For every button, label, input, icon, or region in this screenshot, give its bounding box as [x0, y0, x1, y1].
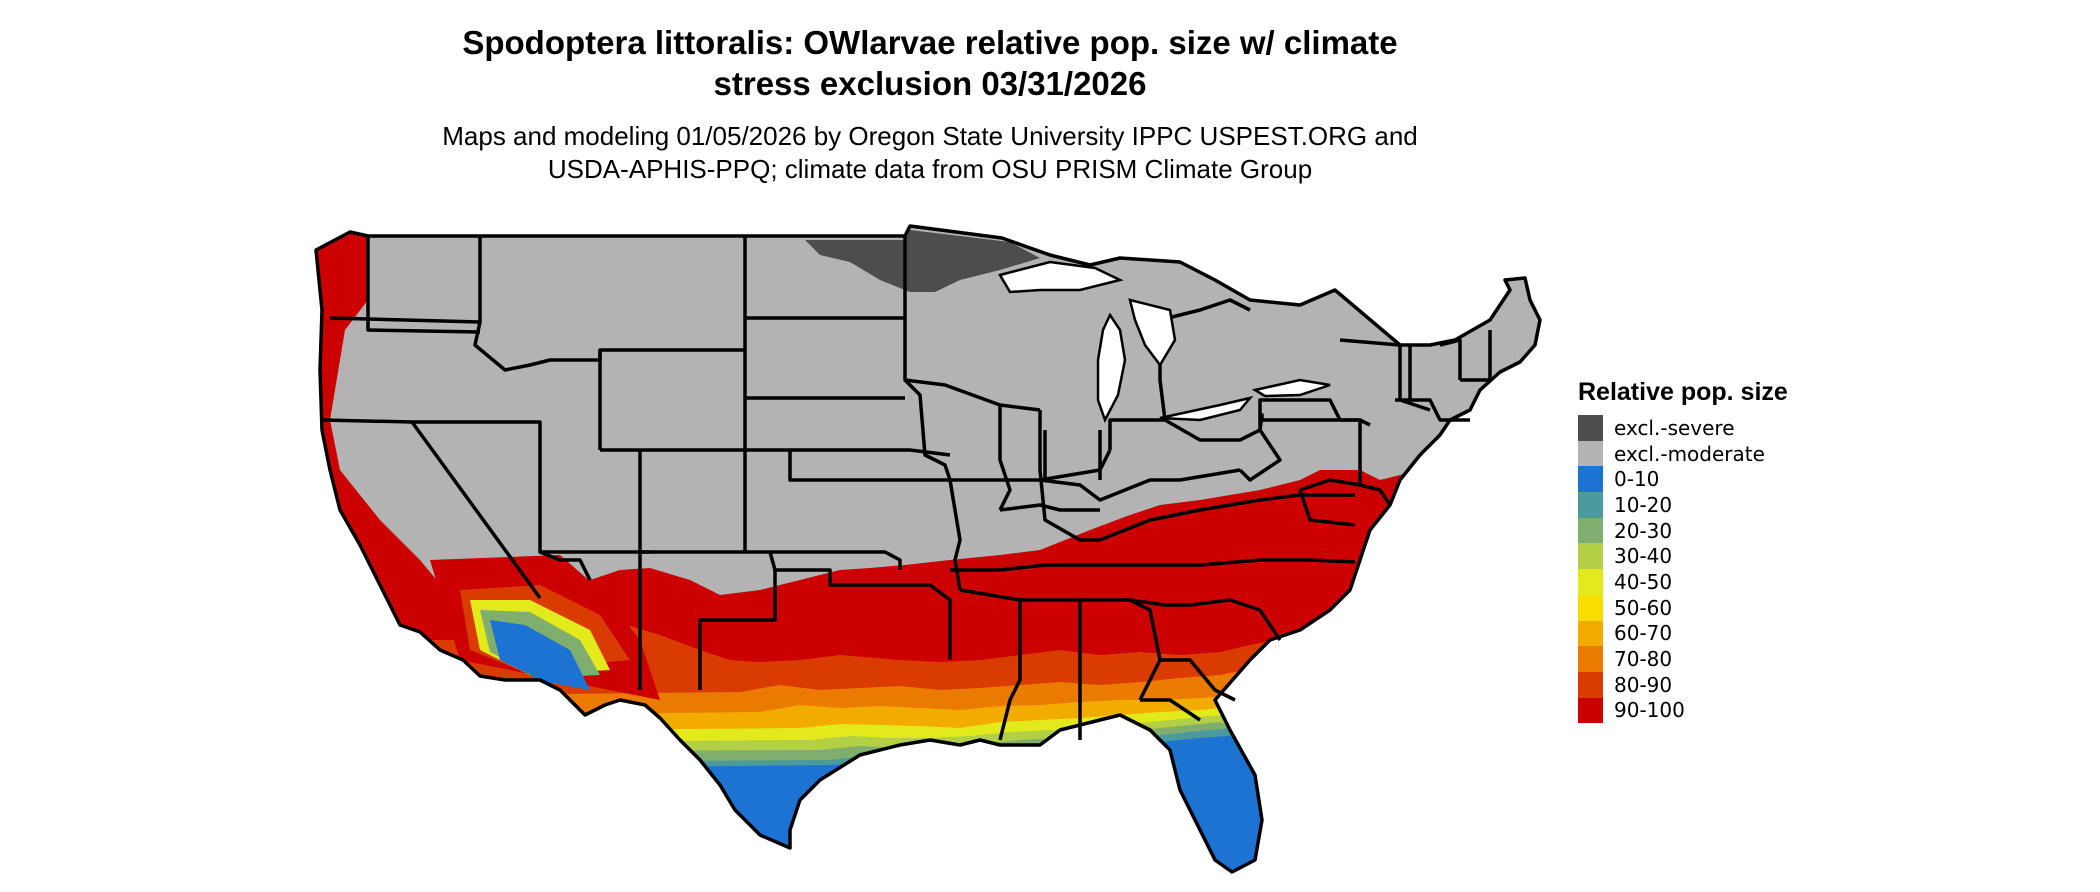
legend-item: 30-40 — [1578, 543, 1788, 570]
legend-item: excl.-moderate — [1578, 440, 1788, 467]
legend-label: 80-90 — [1614, 672, 1673, 697]
legend-title: Relative pop. size — [1578, 378, 1788, 406]
lake-ontario — [1251, 378, 1331, 398]
legend-item: 90-100 — [1578, 697, 1788, 724]
legend-label: 60-70 — [1614, 621, 1673, 646]
lake-michigan — [1096, 312, 1127, 424]
map-title-line-1: Spodoptera littoralis: OWlarvae relative… — [462, 24, 1398, 61]
map-title-line-2: stress exclusion 03/31/2026 — [713, 65, 1147, 102]
map-subtitle-line-1: Maps and modeling 01/05/2026 by Oregon S… — [442, 121, 1418, 151]
legend-swatch — [1578, 543, 1603, 570]
legend: Relative pop. size excl.-severe excl.-mod… — [1578, 378, 1788, 724]
legend-label: 0-10 — [1614, 467, 1660, 492]
legend-swatch — [1578, 517, 1603, 544]
legend-item: excl.-severe — [1578, 415, 1788, 441]
region-sw-0-10 — [490, 620, 590, 690]
legend-swatch — [1578, 620, 1603, 647]
legend-item: 10-20 — [1578, 492, 1788, 518]
legend-item: 0-10 — [1578, 466, 1788, 493]
legend-swatch — [1578, 492, 1603, 518]
legend-label: 30-40 — [1614, 544, 1673, 569]
great-lakes — [998, 260, 1331, 424]
legend-label: excl.-moderate — [1614, 441, 1765, 466]
legend-swatch — [1578, 671, 1603, 698]
legend-label: 50-60 — [1614, 595, 1673, 620]
legend-swatch — [1578, 646, 1603, 672]
legend-swatch — [1578, 697, 1603, 724]
lake-huron — [1128, 298, 1177, 368]
lake-erie — [1159, 395, 1254, 422]
state-borders — [314, 224, 1542, 874]
legend-items: excl.-severe excl.-moderate 0-10 10-20 20-30… — [1578, 415, 1788, 724]
legend-label: excl.-severe — [1614, 415, 1735, 440]
legend-label: 90-100 — [1614, 698, 1685, 723]
region-excl-severe — [805, 230, 1040, 292]
legend-item: 60-70 — [1578, 620, 1788, 647]
legend-swatch — [1578, 569, 1603, 595]
legend-swatch — [1578, 440, 1603, 467]
map-title: Spodoptera littoralis: OWlarvae relative… — [330, 22, 1530, 104]
legend-label: 10-20 — [1614, 492, 1673, 517]
legend-label: 20-30 — [1614, 518, 1673, 543]
legend-item: 80-90 — [1578, 671, 1788, 698]
legend-label: 70-80 — [1614, 647, 1673, 672]
legend-item: 50-60 — [1578, 594, 1788, 621]
legend-label: 40-50 — [1614, 569, 1673, 594]
legend-item: 70-80 — [1578, 646, 1788, 672]
legend-swatch — [1578, 594, 1603, 621]
map-subtitle-line-2: USDA-APHIS-PPQ; climate data from OSU PR… — [547, 154, 1313, 184]
legend-swatch — [1578, 466, 1603, 493]
legend-item: 20-30 — [1578, 517, 1788, 544]
legend-swatch — [1578, 415, 1603, 441]
legend-item: 40-50 — [1578, 569, 1788, 595]
map-subtitle: Maps and modeling 01/05/2026 by Oregon S… — [330, 120, 1530, 186]
lake-superior — [998, 260, 1124, 294]
